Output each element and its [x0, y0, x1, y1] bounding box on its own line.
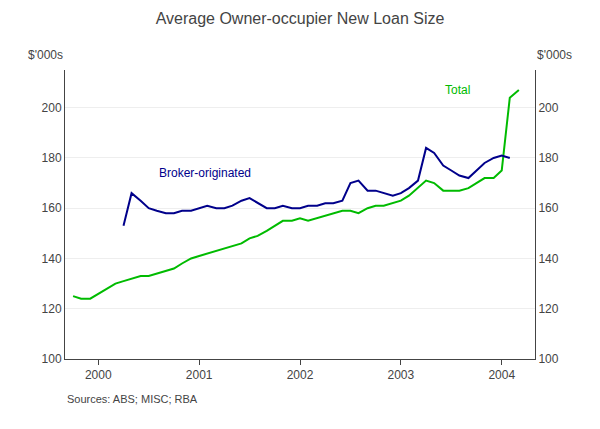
svg-text:180: 180 — [538, 151, 558, 165]
svg-text:2003: 2003 — [388, 368, 415, 382]
svg-text:2000: 2000 — [85, 368, 112, 382]
svg-text:Sources: ABS; MISC; RBA: Sources: ABS; MISC; RBA — [67, 393, 198, 405]
svg-text:2002: 2002 — [287, 368, 314, 382]
svg-text:2004: 2004 — [488, 368, 515, 382]
svg-text:120: 120 — [42, 302, 62, 316]
svg-text:200: 200 — [42, 101, 62, 115]
svg-text:$'000s: $'000s — [28, 48, 63, 62]
svg-text:140: 140 — [538, 252, 558, 266]
svg-text:200: 200 — [538, 101, 558, 115]
svg-text:2001: 2001 — [186, 368, 213, 382]
svg-text:Total: Total — [445, 83, 470, 97]
svg-text:180: 180 — [42, 151, 62, 165]
svg-text:100: 100 — [538, 352, 558, 366]
svg-text:120: 120 — [538, 302, 558, 316]
svg-text:100: 100 — [42, 352, 62, 366]
svg-text:$'000s: $'000s — [537, 48, 572, 62]
svg-text:140: 140 — [42, 252, 62, 266]
svg-text:160: 160 — [42, 201, 62, 215]
svg-text:160: 160 — [538, 201, 558, 215]
svg-text:Average Owner-occupier New Loa: Average Owner-occupier New Loan Size — [156, 10, 445, 27]
svg-text:Broker-originated: Broker-originated — [159, 166, 251, 180]
